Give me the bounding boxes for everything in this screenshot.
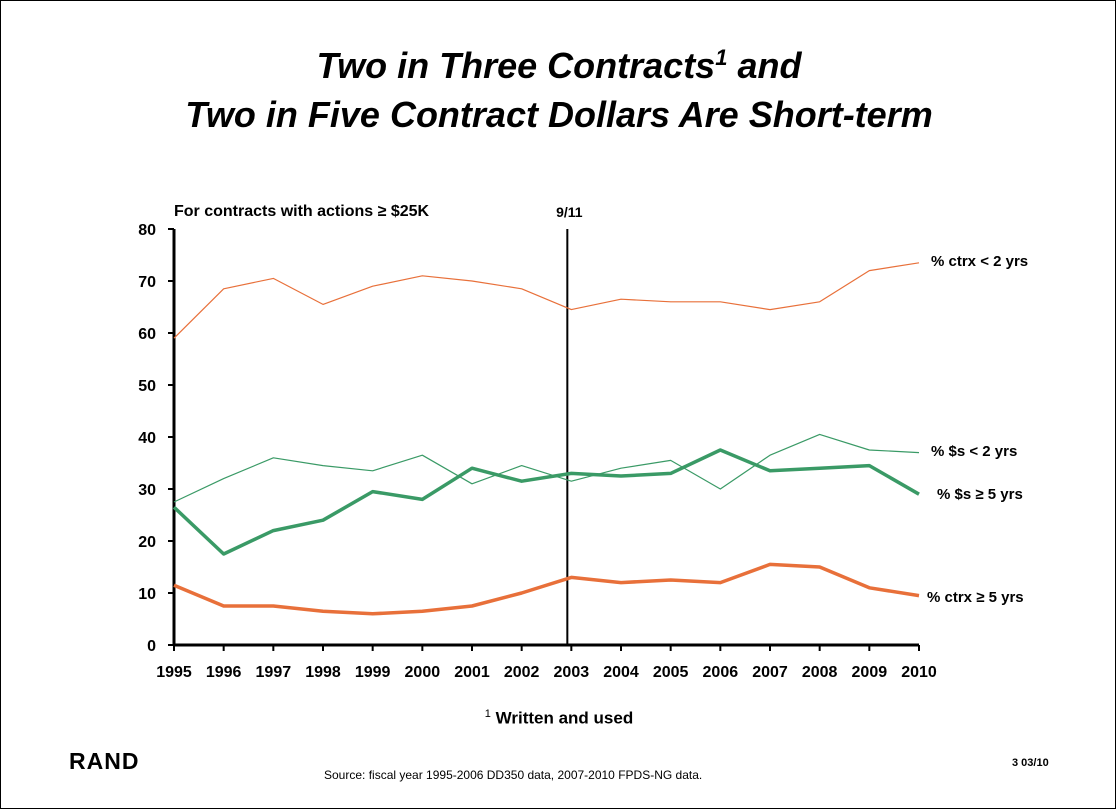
x-tick-label: 2010 [901,664,937,681]
y-tick-label: 80 [138,222,156,239]
chart-subtitle: For contracts with actions ≥ $25K [174,203,430,220]
title-line-1-end: and [727,45,802,86]
rand-logo: RAND [69,748,140,774]
series-label: % ctrx ≥ 5 yrs [927,589,1024,606]
y-tick-label: 0 [147,638,156,655]
y-tick-label: 40 [138,430,156,447]
page-number: 3 03/10 [1012,757,1049,769]
title-line-1-text: Two in Three Contracts [316,45,716,86]
series-label: % ctrx < 2 yrs [931,253,1028,270]
x-tick-label: 2008 [802,664,838,681]
x-tick-label: 2000 [405,664,441,681]
x-tick-label: 2005 [653,664,689,681]
x-tick-label: 1999 [355,664,391,681]
x-tick-label: 1996 [206,664,242,681]
footnote-marker: 1 [484,708,491,720]
y-tick-label: 20 [138,534,156,551]
footnote: 1 Written and used [1,708,1116,729]
x-tick-label: 1998 [305,664,341,681]
title-line-1: Two in Three Contracts1 and [1,45,1116,87]
x-tick-label: 1997 [256,664,292,681]
series-line [173,433,920,503]
title-superscript: 1 [715,45,728,70]
series-label: % $s ≥ 5 yrs [937,486,1023,503]
x-tick-label: 2002 [504,664,540,681]
line-chart: 0 10 20 30 40 50 60 70 80 1995 1996 1997 1998 1999 200… [138,203,1028,681]
y-tick-label: 60 [138,326,156,343]
y-tick-label: 50 [138,378,156,395]
x-tick-label: 2001 [454,664,490,681]
footnote-text: Written and used [495,708,634,728]
y-tick-label: 10 [138,586,156,603]
x-tick-label: 2003 [554,664,590,681]
y-tick-label: 30 [138,482,156,499]
x-tick-label: 2004 [603,664,639,681]
x-tick-label: 2006 [703,664,739,681]
y-tick-label: 70 [138,274,156,291]
x-tick-label: 1995 [156,664,192,681]
title-line-2: Two in Five Contract Dollars Are Short-t… [185,94,933,135]
series-line [173,562,920,616]
series-line [172,448,920,556]
x-tick-label: 2007 [752,664,788,681]
annotation-label: 9/11 [556,204,583,220]
x-tick-label: 2009 [852,664,888,681]
series-label: % $s < 2 yrs [931,443,1017,460]
source-note: Source: fiscal year 1995-2006 DD350 data… [324,768,703,782]
series-line [173,262,920,339]
